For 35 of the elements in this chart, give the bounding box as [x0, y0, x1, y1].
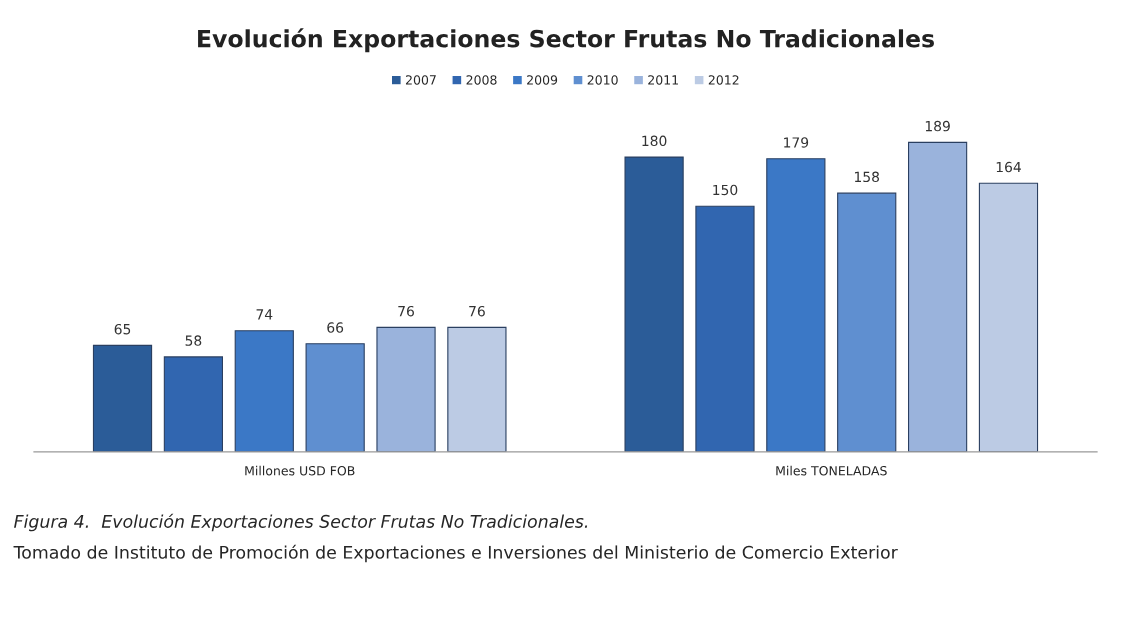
bar — [376, 326, 436, 452]
bar — [305, 343, 365, 452]
bar — [624, 156, 684, 452]
x-tick-label: Millones USD FOB — [245, 465, 355, 476]
legend-label: 2012 — [708, 75, 739, 85]
legend-label: 2010 — [587, 75, 618, 85]
bar — [234, 330, 294, 452]
data-label: 74 — [256, 309, 273, 320]
data-label: 158 — [854, 171, 880, 183]
bar — [907, 141, 968, 452]
x-tick-label: Miles TONELADAS — [776, 465, 887, 476]
bar — [163, 356, 224, 452]
data-label: 180 — [642, 135, 667, 147]
text: Figura 4. Evolución Exportaciones Sector Frutas No Tradicionales. — [14, 513, 588, 532]
bar — [695, 205, 755, 452]
legend-label: 2007 — [405, 75, 436, 85]
data-label: 66 — [327, 322, 344, 333]
data-label: 58 — [185, 335, 202, 346]
data-label: 150 — [713, 184, 738, 196]
text: Tomado de Instituto de Promoción de Exportaciones e Inversiones del Ministerio de Comercio Exterior — [13, 544, 898, 563]
data-label: 179 — [784, 137, 809, 148]
data-label: 164 — [996, 161, 1021, 173]
bar — [92, 344, 153, 452]
bar — [766, 158, 826, 452]
legend-label: 2011 — [648, 75, 678, 85]
legend-label: 2009 — [527, 75, 558, 85]
data-label: 76 — [398, 305, 414, 317]
bar — [978, 182, 1039, 452]
bar — [447, 326, 507, 452]
legend-label: 2008 — [466, 75, 497, 85]
data-label: 65 — [114, 323, 131, 335]
chart-title: Evolución Exportaciones Sector Frutas No Tradicionales — [198, 28, 934, 53]
bar — [837, 192, 897, 452]
data-label: 189 — [925, 120, 950, 132]
data-label: 76 — [469, 305, 485, 317]
